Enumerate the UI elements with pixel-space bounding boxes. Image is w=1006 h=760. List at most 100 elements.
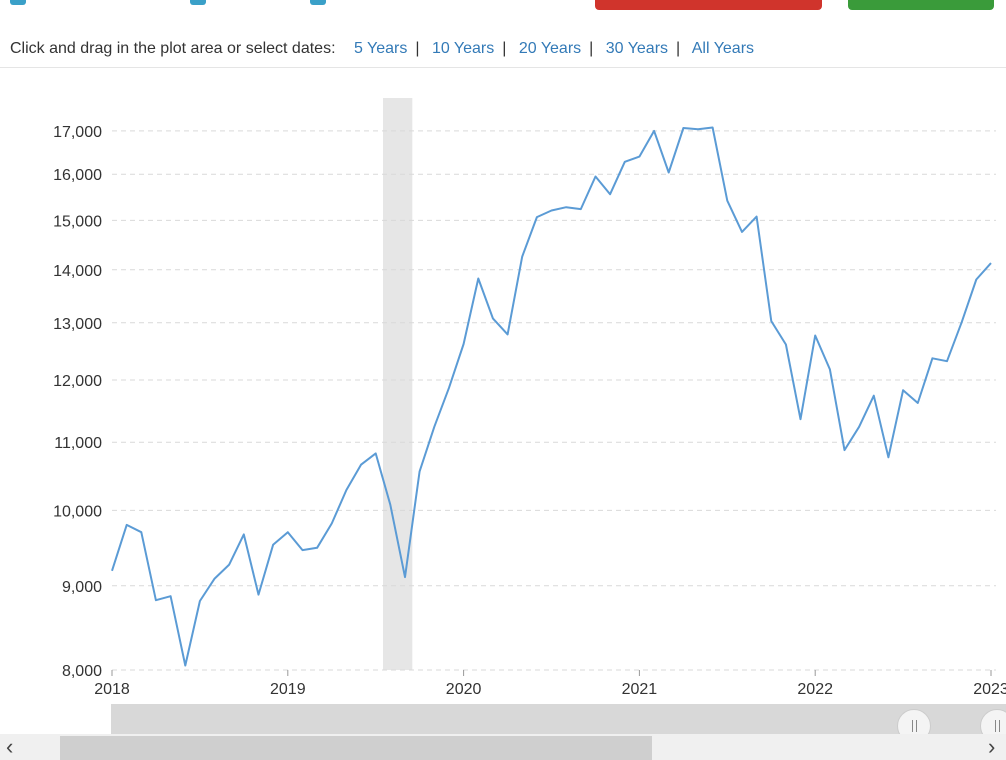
series-checkbox-2[interactable] (190, 0, 206, 5)
data-point[interactable] (783, 342, 789, 348)
range-separator: | (589, 40, 594, 57)
data-point[interactable] (226, 562, 232, 568)
data-point[interactable] (607, 191, 613, 197)
y-tick-label: 17,000 (53, 124, 102, 141)
data-point[interactable] (812, 333, 818, 339)
range-separator: | (502, 40, 507, 57)
data-point[interactable] (929, 355, 935, 361)
data-point[interactable] (212, 576, 218, 582)
data-point[interactable] (138, 529, 144, 535)
data-point[interactable] (417, 468, 423, 474)
series-checkbox-1[interactable] (10, 0, 26, 5)
date-range-prompt: Click and drag in the plot area or selec… (10, 40, 336, 57)
data-point[interactable] (563, 204, 569, 210)
data-point[interactable] (270, 542, 276, 548)
range-separator: | (415, 40, 420, 57)
y-tick-label: 12,000 (53, 373, 102, 390)
data-point[interactable] (856, 424, 862, 430)
data-point[interactable] (182, 663, 188, 669)
x-tick-label: 2021 (622, 681, 658, 698)
data-point[interactable] (549, 207, 555, 213)
scrollbar-thumb[interactable] (60, 736, 652, 760)
data-point[interactable] (666, 169, 672, 175)
data-point[interactable] (915, 400, 921, 406)
range-navigator[interactable] (111, 704, 1006, 734)
data-point[interactable] (387, 502, 393, 508)
data-point[interactable] (109, 568, 115, 574)
range-20-years[interactable]: 20 Years (518, 40, 582, 57)
data-point[interactable] (197, 598, 203, 604)
data-point[interactable] (299, 547, 305, 553)
series-line[interactable] (111, 126, 992, 667)
data-point[interactable] (798, 416, 804, 422)
data-point[interactable] (490, 315, 496, 321)
y-tick-label: 15,000 (53, 213, 102, 230)
data-point[interactable] (505, 331, 511, 337)
data-point[interactable] (358, 462, 364, 468)
y-tick-label: 8,000 (62, 663, 102, 680)
data-point[interactable] (124, 522, 130, 528)
y-tick-label: 16,000 (53, 167, 102, 184)
range-30-years[interactable]: 30 Years (605, 40, 669, 57)
data-point[interactable] (168, 593, 174, 599)
x-tick-label: 2022 (797, 681, 833, 698)
scroll-right-icon[interactable]: › (988, 734, 996, 759)
date-range-selector: Click and drag in the plot area or selec… (10, 38, 754, 60)
x-tick-label: 2020 (446, 681, 482, 698)
data-point[interactable] (680, 125, 686, 131)
range-separator: | (676, 40, 681, 57)
data-point[interactable] (256, 592, 262, 598)
data-point[interactable] (973, 277, 979, 283)
data-point[interactable] (534, 214, 540, 220)
range-5-years[interactable]: 5 Years (353, 40, 408, 57)
data-point[interactable] (651, 128, 657, 134)
data-point[interactable] (988, 260, 994, 266)
data-point[interactable] (373, 450, 379, 456)
red-action-button[interactable] (595, 0, 822, 10)
green-action-button[interactable] (848, 0, 994, 10)
data-point[interactable] (402, 574, 408, 580)
y-tick-label: 14,000 (53, 263, 102, 280)
data-point[interactable] (768, 318, 774, 324)
data-point[interactable] (578, 206, 584, 212)
data-point[interactable] (343, 487, 349, 493)
data-point[interactable] (944, 358, 950, 364)
data-point[interactable] (695, 126, 701, 132)
data-point[interactable] (519, 254, 525, 260)
data-point[interactable] (431, 424, 437, 430)
data-point[interactable] (153, 597, 159, 603)
data-point[interactable] (241, 531, 247, 537)
data-point[interactable] (885, 454, 891, 460)
data-point[interactable] (724, 198, 730, 204)
data-point[interactable] (636, 154, 642, 160)
data-point[interactable] (710, 125, 716, 131)
data-point[interactable] (827, 366, 833, 372)
top-toolbar-strip (0, 0, 1006, 12)
data-point[interactable] (461, 341, 467, 347)
data-point[interactable] (592, 173, 598, 179)
data-point[interactable] (446, 385, 452, 391)
series-checkbox-3[interactable] (310, 0, 326, 5)
y-tick-label: 11,000 (54, 435, 102, 452)
data-point[interactable] (475, 275, 481, 281)
data-point[interactable] (329, 520, 335, 526)
x-tick-label: 2023 (973, 681, 1006, 698)
scroll-left-icon[interactable]: ‹ (6, 734, 14, 759)
line-chart[interactable]: 8,000 9,000 10,000 11,000 12,000 13,000 14,000… (0, 68, 1006, 702)
y-tick-label: 13,000 (53, 316, 102, 333)
x-tick-label: 2019 (270, 681, 306, 698)
range-all-years[interactable]: All Years (691, 40, 755, 57)
data-point[interactable] (842, 447, 848, 453)
data-point[interactable] (900, 387, 906, 393)
range-10-years[interactable]: 10 Years (431, 40, 495, 57)
data-point[interactable] (871, 393, 877, 399)
data-point[interactable] (959, 319, 965, 325)
data-point[interactable] (739, 229, 745, 235)
data-point[interactable] (622, 159, 628, 165)
y-tick-label: 9,000 (62, 579, 102, 596)
data-point[interactable] (754, 214, 760, 220)
data-point[interactable] (285, 529, 291, 535)
data-point[interactable] (314, 545, 320, 551)
recession-band (383, 98, 413, 670)
toolbar-divider (0, 67, 1006, 68)
